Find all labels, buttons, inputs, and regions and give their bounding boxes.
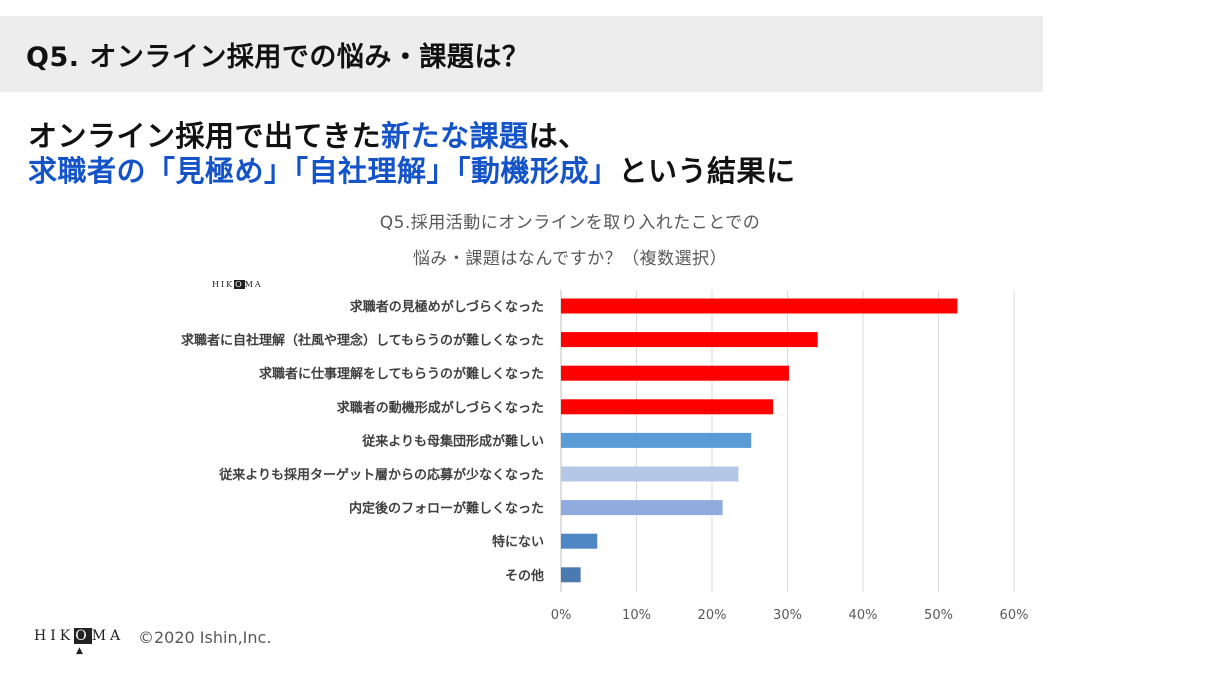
copyright-text: ©2020 Ishin,Inc. (138, 628, 272, 647)
x-tick-label: 40% (849, 608, 878, 623)
logo-text: HIK (34, 628, 75, 644)
category-label: 従来よりも採用ターゲット層からの応募が少なくなった (218, 467, 544, 483)
category-label: 従来よりも母集団形成が難しい (361, 433, 544, 449)
headline-highlight: 新たな課題 (381, 119, 529, 153)
headline-text: は、 (528, 119, 588, 153)
bar (561, 432, 752, 448)
headline-line-2: 求職者の「見極め」「自社理解」「動機形成」という結果に (28, 148, 796, 190)
x-tick-label: 20% (698, 608, 727, 623)
category-label: 特にない (492, 534, 544, 550)
x-tick-label: 0% (551, 608, 572, 623)
hikoma-logo: HIKOMA (34, 628, 124, 644)
category-label: その他 (505, 568, 544, 584)
chart-title-line-1: Q5.採用活動にオンラインを取り入れたことでの (379, 213, 761, 233)
logo-stand-icon: ▲ (76, 646, 83, 656)
bar (561, 500, 723, 516)
logo-text: MA (244, 280, 263, 289)
category-label: 求職者に仕事理解をしてもらうのが難しくなった (259, 366, 544, 382)
category-label: 内定後のフォローが難しくなった (349, 501, 544, 517)
chart-title-line-2: 悩み・課題はなんですか？（複数選択） (412, 249, 728, 269)
bar (561, 365, 790, 381)
bar (561, 298, 958, 314)
x-tick-label: 50% (924, 608, 953, 623)
bar (561, 332, 818, 348)
bar-chart: 0% 10% 20% 30% 40% 50% 60% 求職者の見極めがしづらくなった求職者に自… (181, 290, 1029, 623)
headline-line-1: オンライン採用で出てきた新たな課題は、 (28, 113, 588, 155)
logo-text: HIK (212, 280, 235, 289)
page-title: Q5. オンライン採用での悩み・課題は？ (26, 42, 530, 73)
headline-text: オンライン採用で出てきた (28, 119, 382, 153)
headline-highlight: 求職者の「見極め」「自社理解」「動機形成」 (28, 154, 619, 188)
bar (561, 466, 739, 482)
category-label: 求職者の動機形成がしづらくなった (337, 400, 544, 416)
logo-o-mark: O (234, 280, 245, 289)
bar (561, 567, 581, 583)
bar (561, 399, 774, 415)
header-band (0, 16, 1043, 92)
x-tick-label: 30% (773, 608, 802, 623)
category-label: 求職者に自社理解（社風や理念）してもらうのが難しくなった (181, 333, 544, 349)
logo-text: MA (91, 628, 125, 644)
headline-text: という結果に (618, 154, 796, 188)
category-label: 求職者の見極めがしづらくなった (350, 299, 544, 315)
x-tick-label: 10% (622, 608, 651, 623)
x-tick-label: 60% (1000, 608, 1029, 623)
hikoma-logo-small: HIKOMA (212, 280, 263, 289)
bar (561, 533, 598, 549)
logo-o-mark: O (74, 628, 92, 644)
